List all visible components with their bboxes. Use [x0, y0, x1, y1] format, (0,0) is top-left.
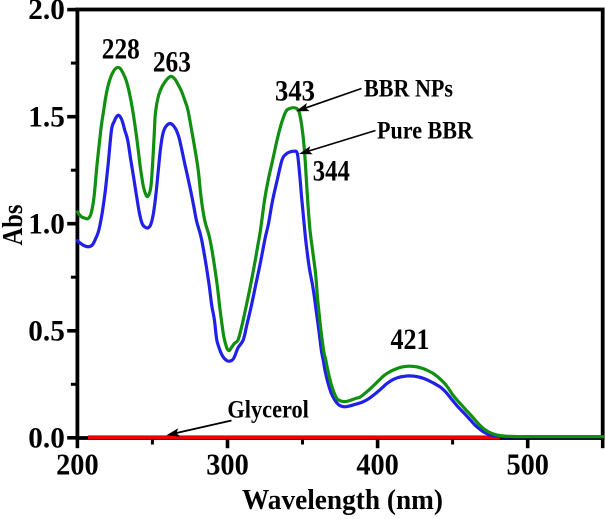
svg-text:400: 400 [356, 446, 399, 481]
svg-text:Wavelength (nm): Wavelength (nm) [242, 485, 443, 516]
svg-text:1.0: 1.0 [28, 208, 65, 240]
svg-text:343: 343 [275, 74, 315, 107]
svg-text:500: 500 [506, 446, 549, 481]
svg-text:Abs: Abs [0, 205, 29, 246]
svg-text:1.5: 1.5 [28, 101, 65, 133]
svg-text:344: 344 [313, 154, 350, 187]
svg-text:228: 228 [102, 33, 140, 66]
svg-text:2.0: 2.0 [28, 0, 65, 26]
svg-text:200: 200 [56, 446, 99, 481]
svg-text:421: 421 [391, 323, 430, 356]
svg-text:263: 263 [153, 46, 191, 79]
svg-text:300: 300 [206, 446, 249, 481]
svg-text:Glycerol: Glycerol [227, 397, 309, 424]
svg-text:BBR NPs: BBR NPs [364, 76, 453, 103]
svg-text:0.5: 0.5 [28, 315, 65, 347]
svg-text:Pure BBR: Pure BBR [377, 118, 474, 145]
svg-text:0.0: 0.0 [28, 422, 65, 454]
